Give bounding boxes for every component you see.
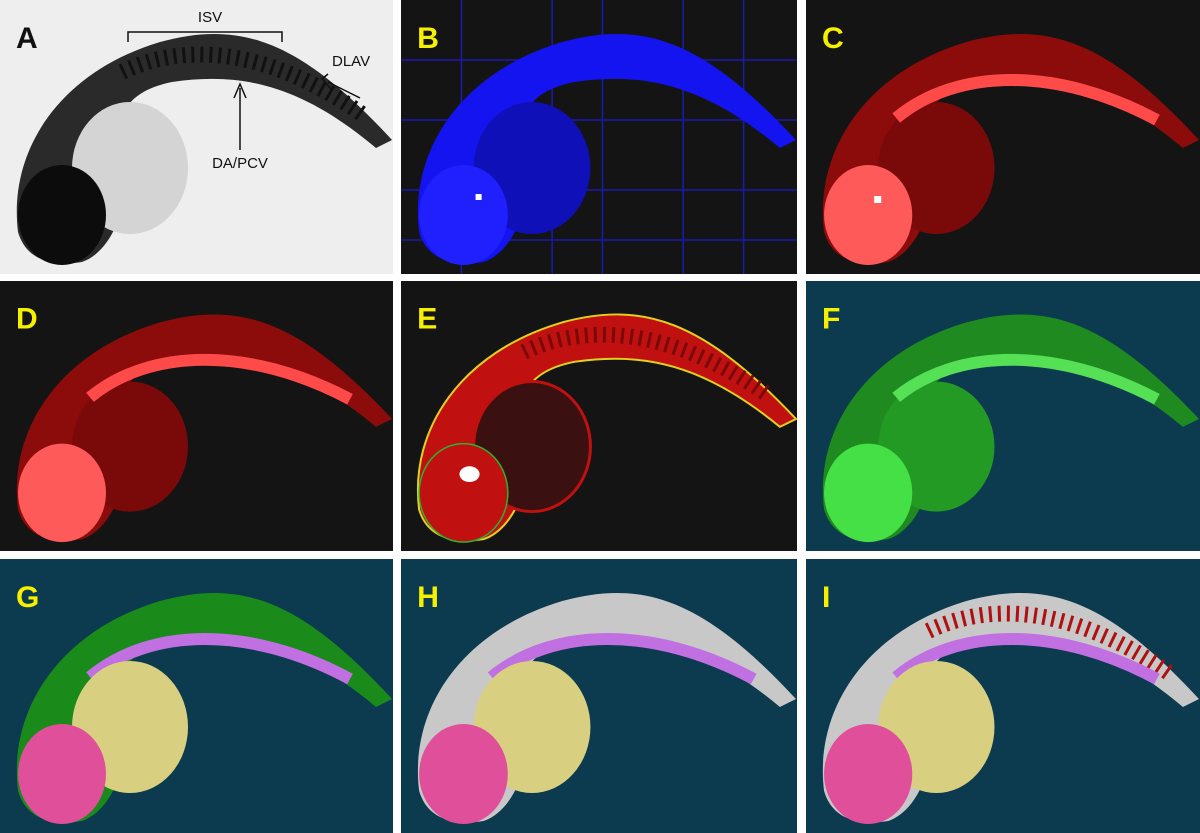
- panel: B: [401, 0, 797, 274]
- head: [824, 443, 913, 543]
- seed: [459, 466, 480, 483]
- panel-label: C: [822, 22, 844, 55]
- seed: [475, 194, 482, 200]
- arrow: [320, 73, 361, 99]
- panel: D: [0, 281, 393, 551]
- head: [824, 724, 913, 824]
- head: [18, 443, 106, 543]
- panel: I: [806, 559, 1200, 833]
- panel-label: I: [822, 581, 830, 614]
- panel: F: [806, 281, 1200, 551]
- head: [419, 724, 508, 824]
- head: [419, 165, 508, 265]
- head: [18, 724, 106, 824]
- panel: ISV DLAV DA/PCV A: [0, 0, 393, 274]
- panel: E: [401, 281, 797, 551]
- head: [18, 165, 106, 265]
- annotation: DA/PCV: [212, 155, 268, 172]
- bracket: [127, 31, 283, 42]
- panel: C: [806, 0, 1200, 274]
- panel: H: [401, 559, 797, 833]
- panel: G: [0, 559, 393, 833]
- arrow: [233, 82, 247, 150]
- annotation: DLAV: [332, 53, 370, 70]
- annotation: ISV: [198, 9, 222, 26]
- panel-label: E: [417, 303, 437, 336]
- head: [824, 165, 913, 265]
- panel-label: D: [16, 302, 38, 335]
- panel-label: A: [16, 22, 38, 55]
- panel-label: H: [417, 581, 439, 614]
- head: [418, 442, 509, 543]
- seed: [874, 196, 882, 203]
- panel-label: F: [822, 303, 840, 336]
- panel-label: B: [417, 22, 439, 55]
- panel-label: G: [16, 581, 39, 614]
